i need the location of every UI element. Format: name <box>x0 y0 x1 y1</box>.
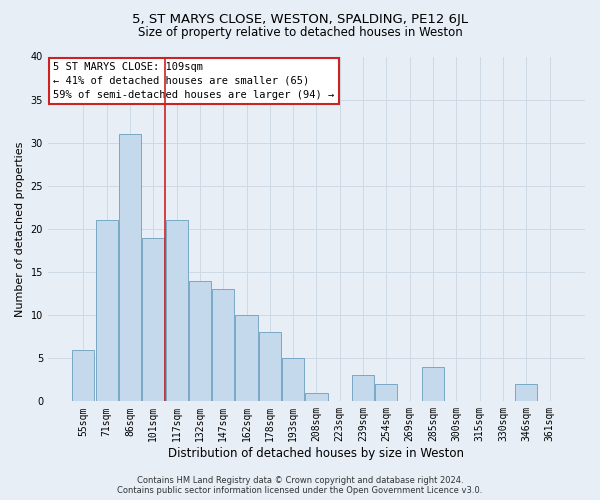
Bar <box>305 392 328 402</box>
Text: Size of property relative to detached houses in Weston: Size of property relative to detached ho… <box>137 26 463 39</box>
Bar <box>119 134 141 402</box>
Text: 5 ST MARYS CLOSE: 109sqm
← 41% of detached houses are smaller (65)
59% of semi-d: 5 ST MARYS CLOSE: 109sqm ← 41% of detach… <box>53 62 335 100</box>
Text: Contains HM Land Registry data © Crown copyright and database right 2024.
Contai: Contains HM Land Registry data © Crown c… <box>118 476 482 495</box>
Bar <box>142 238 164 402</box>
Bar <box>282 358 304 402</box>
Bar <box>189 280 211 402</box>
Bar <box>73 350 94 402</box>
Bar <box>95 220 118 402</box>
Bar <box>212 290 235 402</box>
Bar <box>422 367 444 402</box>
Bar <box>352 376 374 402</box>
Bar <box>166 220 188 402</box>
Y-axis label: Number of detached properties: Number of detached properties <box>15 141 25 316</box>
Bar <box>376 384 397 402</box>
Bar <box>259 332 281 402</box>
X-axis label: Distribution of detached houses by size in Weston: Distribution of detached houses by size … <box>169 447 464 460</box>
Bar <box>515 384 537 402</box>
Bar <box>235 315 257 402</box>
Text: 5, ST MARYS CLOSE, WESTON, SPALDING, PE12 6JL: 5, ST MARYS CLOSE, WESTON, SPALDING, PE1… <box>132 12 468 26</box>
